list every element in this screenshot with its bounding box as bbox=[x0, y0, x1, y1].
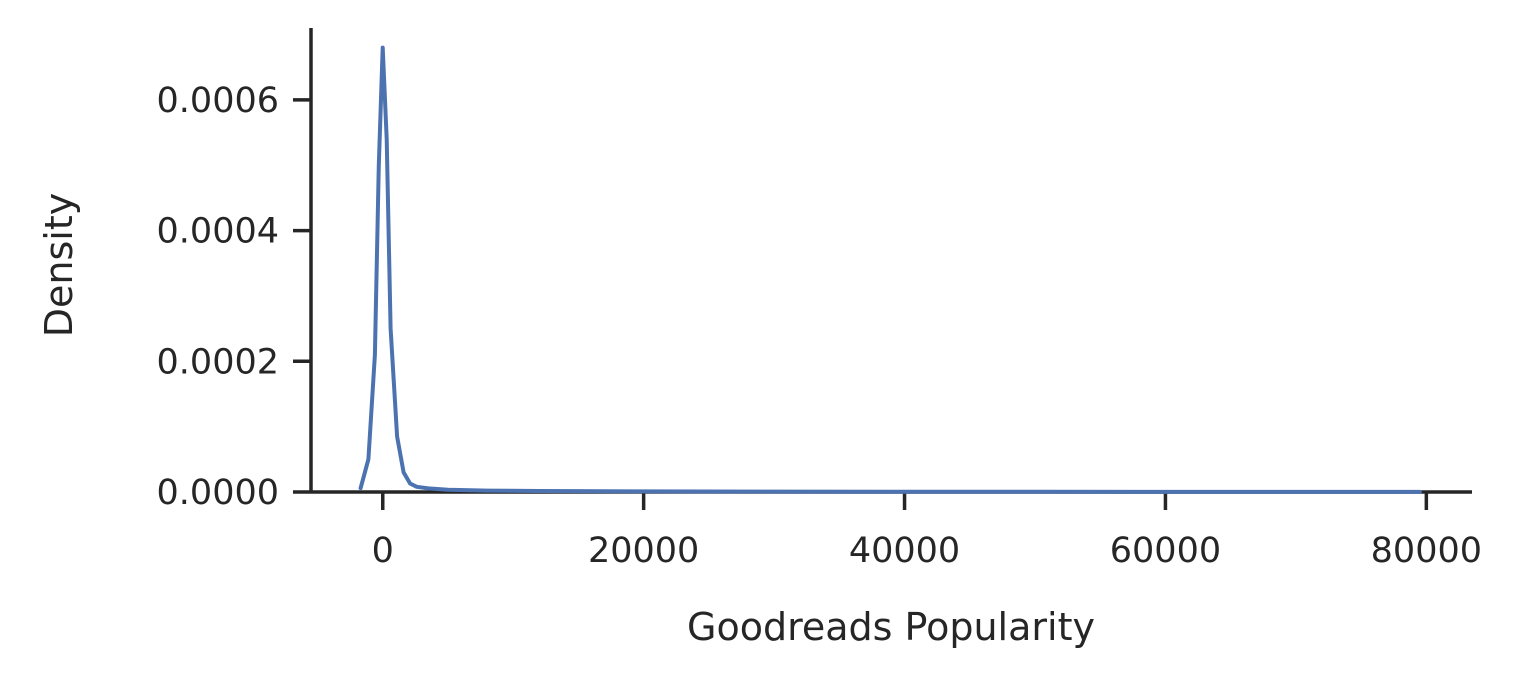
x-tick-label: 60000 bbox=[1110, 531, 1221, 571]
y-tick-label: 0.0000 bbox=[157, 473, 279, 513]
x-ticks: 0 20000 40000 60000 80000 bbox=[372, 492, 1482, 571]
y-tick-label: 0.0006 bbox=[157, 81, 279, 121]
x-tick-label: 80000 bbox=[1371, 531, 1482, 571]
x-tick-label: 20000 bbox=[588, 531, 699, 571]
x-tick-label: 40000 bbox=[849, 531, 960, 571]
plot-series bbox=[358, 45, 1422, 494]
y-tick-label: 0.0002 bbox=[157, 342, 279, 382]
density-curve bbox=[358, 45, 1422, 494]
y-ticks: 0.0000 0.0002 0.0004 0.0006 bbox=[157, 81, 311, 513]
x-axis-title: Goodreads Popularity bbox=[687, 605, 1095, 649]
y-axis-title: Density bbox=[37, 193, 81, 337]
y-tick-label: 0.0004 bbox=[157, 212, 279, 252]
x-tick-label: 0 bbox=[372, 531, 394, 571]
